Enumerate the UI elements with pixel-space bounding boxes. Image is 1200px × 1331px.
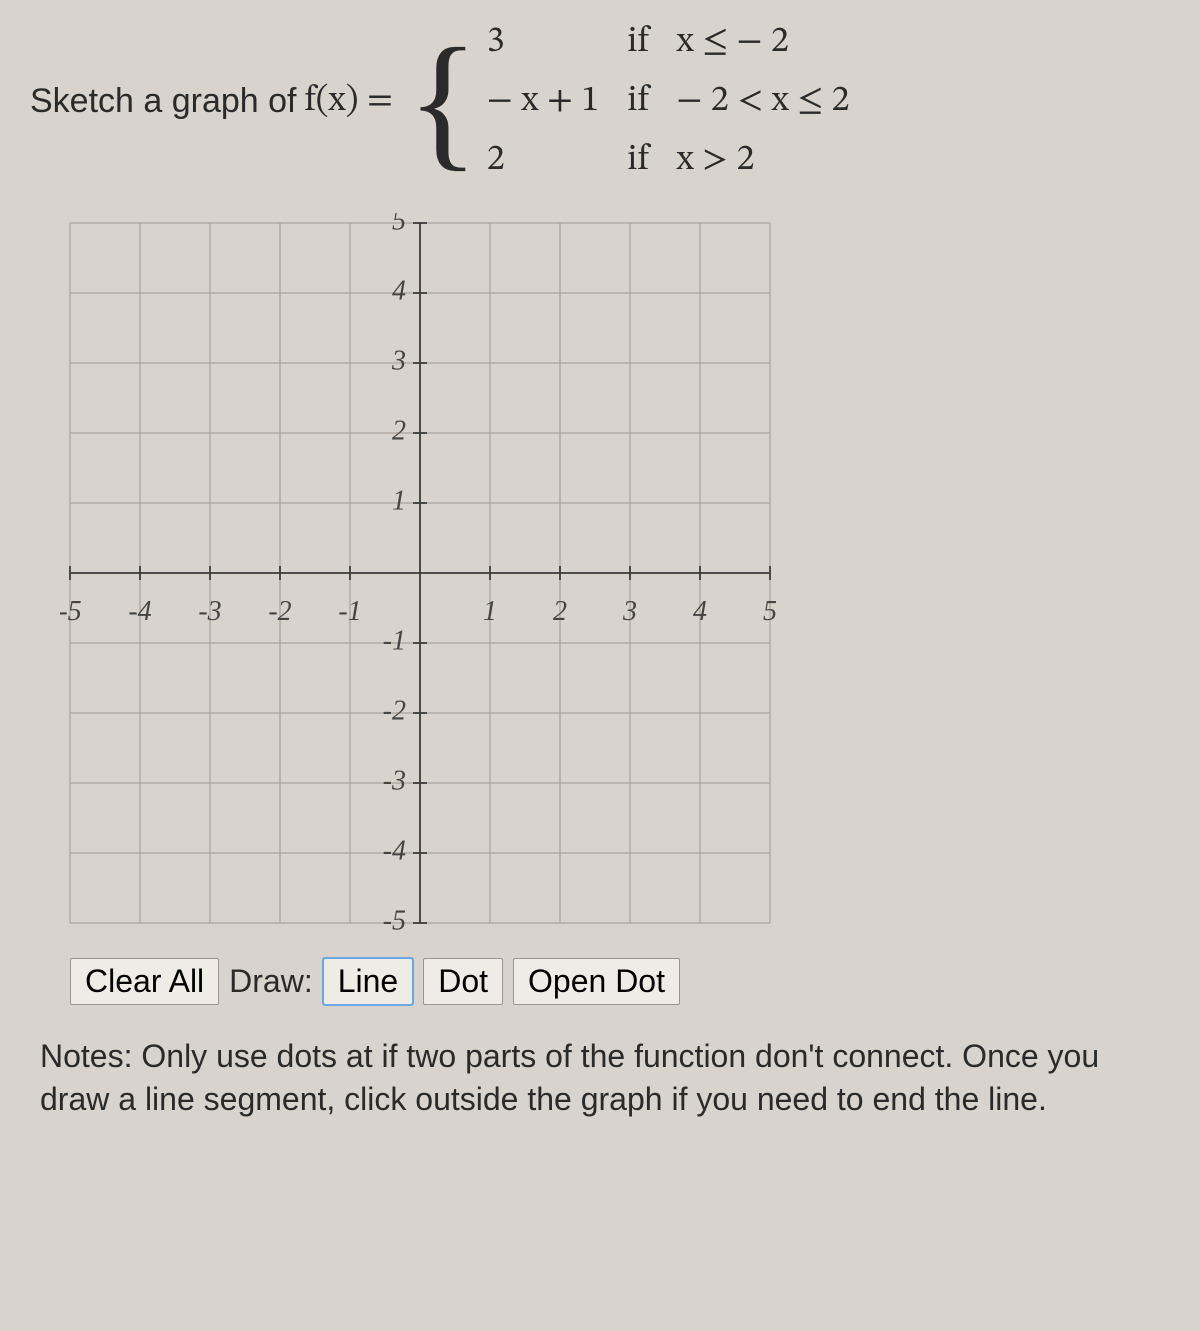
svg-text:2: 2 [553,596,567,627]
graph-canvas[interactable]: -5 -4 -3 -2 -1 1 2 3 4 5 1 2 3 4 5 -1 -2 -3 -4 -5 [60,213,780,933]
clear-all-button[interactable]: Clear All [70,958,219,1005]
svg-text:-5: -5 [383,905,406,933]
draw-line-button[interactable]: Line [323,958,414,1005]
case-1-if: if [627,20,648,65]
piecewise-brace: { [407,38,479,166]
svg-text:5: 5 [392,213,406,236]
svg-text:3: 3 [622,596,637,627]
svg-text:-2: -2 [383,695,406,726]
svg-text:4: 4 [392,275,406,306]
question-row: Sketch a graph of f(x) = { 3 if x ≤ − 2 … [30,20,1170,183]
case-2-expr: − x + 1 [487,79,599,124]
svg-text:-4: -4 [383,835,406,866]
function-lhs: f(x) = [305,79,393,124]
case-3-cond: x > 2 [677,138,850,183]
case-2-if: if [627,79,648,124]
tool-row: Clear All Draw: Line Dot Open Dot [70,958,1170,1005]
svg-text:-5: -5 [60,596,82,627]
graph-container: -5 -4 -3 -2 -1 1 2 3 4 5 1 2 3 4 5 -1 -2 -3 -4 -5 [60,213,1170,938]
svg-text:1: 1 [483,596,497,627]
svg-text:2: 2 [392,415,406,446]
case-3-if: if [627,138,648,183]
svg-text:-2: -2 [268,596,291,627]
piecewise-cases: 3 if x ≤ − 2 − x + 1 if − 2 < x ≤ 2 2 if… [487,20,850,183]
case-2-cond: − 2 < x ≤ 2 [677,79,850,124]
case-1-cond: x ≤ − 2 [677,20,850,65]
svg-text:-3: -3 [383,765,406,796]
svg-text:-3: -3 [198,596,221,627]
case-3-expr: 2 [487,138,599,183]
svg-text:3: 3 [391,345,406,376]
draw-label: Draw: [229,963,313,1000]
svg-text:-1: -1 [383,625,406,656]
function-definition: f(x) = { 3 if x ≤ − 2 − x + 1 if − 2 < x… [305,20,850,183]
svg-text:4: 4 [693,596,707,627]
svg-text:-1: -1 [338,596,361,627]
draw-open-dot-button[interactable]: Open Dot [513,958,680,1005]
svg-text:-4: -4 [128,596,151,627]
notes-text: Notes: Only use dots at if two parts of … [40,1035,1170,1121]
svg-text:5: 5 [763,596,777,627]
case-1-expr: 3 [487,20,599,65]
prompt-text: Sketch a graph of [30,82,297,121]
svg-text:1: 1 [392,485,406,516]
draw-dot-button[interactable]: Dot [423,958,503,1005]
